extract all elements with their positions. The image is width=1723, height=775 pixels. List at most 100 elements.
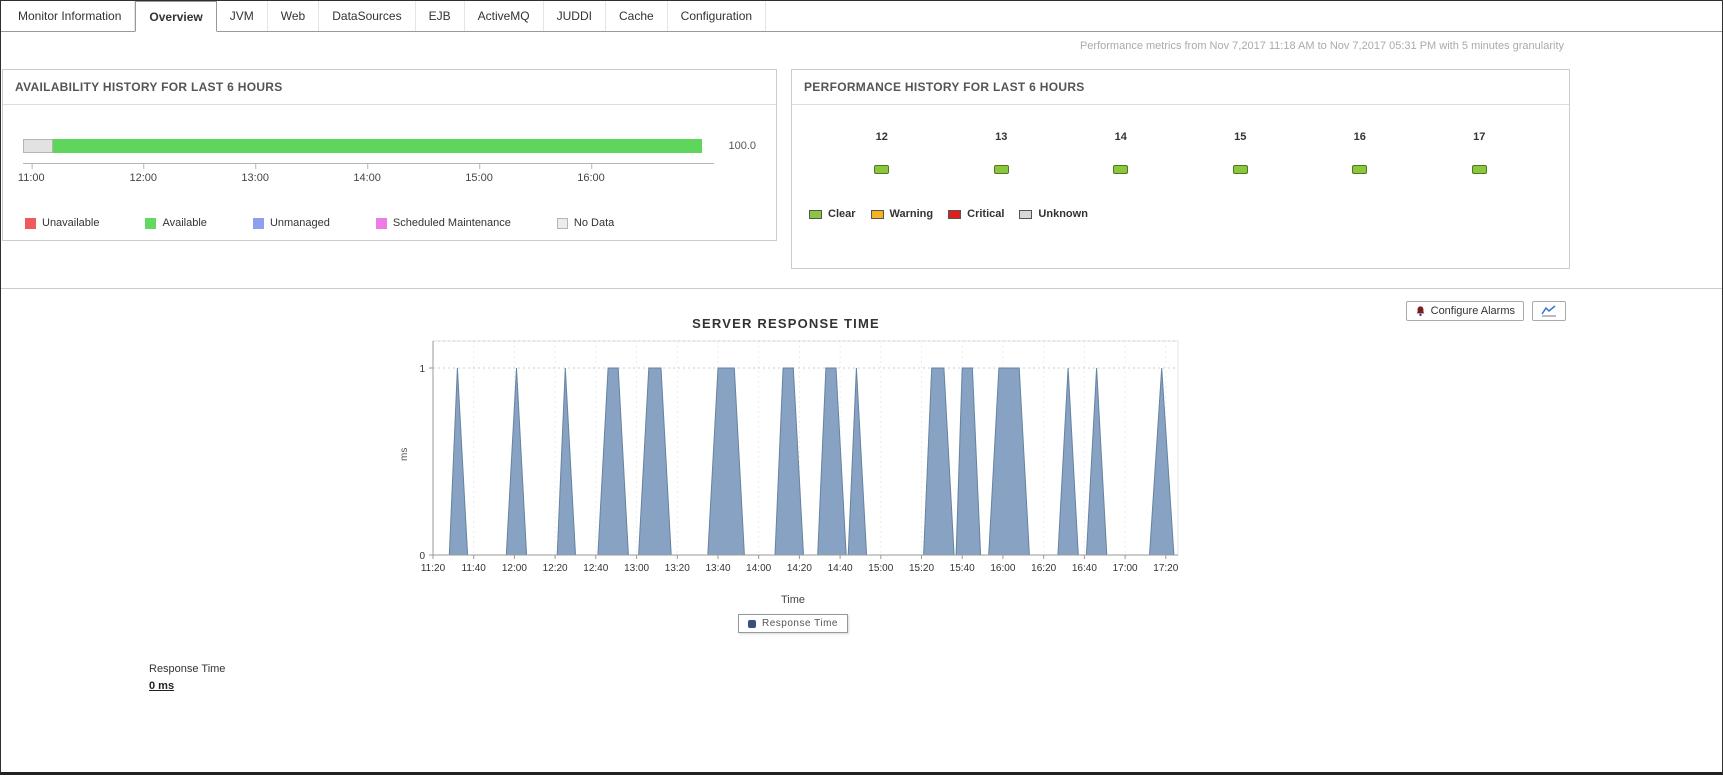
hour-status-box-15[interactable] — [1232, 165, 1248, 174]
availability-legend-label: Unmanaged — [269, 217, 330, 229]
hour-column-13: 13 — [942, 131, 1062, 174]
svg-text:14:40: 14:40 — [828, 563, 853, 574]
availability-legend: Unavailable Available Unmanaged Scheduled M… — [25, 217, 756, 229]
hour-column-17: 17 — [1420, 131, 1540, 174]
availability-legend-label: Unavailable — [42, 217, 100, 229]
svg-text:0: 0 — [419, 551, 425, 562]
svg-text:13:00: 13:00 — [624, 563, 649, 574]
svg-text:17:00: 17:00 — [1113, 563, 1138, 574]
series-marker-icon — [748, 619, 756, 628]
availability-legend-item-scheduled-maintenance: Scheduled Maintenance — [375, 217, 511, 229]
tab-bar: Monitor Information Overview JVM Web DataSou… — [1, 1, 1722, 32]
chart-legend-label: Response Time — [762, 618, 838, 629]
performance-legend-label: Warning — [889, 208, 934, 220]
tab-ejb[interactable]: EJB — [415, 1, 465, 31]
unknown-swatch-icon — [1019, 209, 1033, 219]
critical-swatch-icon — [948, 209, 962, 219]
summary-label: Response Time — [149, 663, 226, 675]
hour-status-box-14[interactable] — [1113, 165, 1129, 174]
scheduled-maintenance-swatch-icon — [375, 217, 387, 229]
unmanaged-swatch-icon — [252, 217, 264, 229]
response-time-chart: 11:20 11:40 12:00 12:20 12:40 13:00 13:20 13:40… — [399, 340, 1179, 574]
availability-axis-tick: 13:00 — [241, 164, 269, 184]
availability-legend-item-available: Available — [145, 217, 207, 229]
hour-column-12: 12 — [822, 131, 942, 174]
hour-label: 15 — [1234, 131, 1247, 143]
svg-text:ms: ms — [399, 448, 410, 461]
availability-bar-row: 100.0 — [23, 139, 756, 153]
availability-axis-tick: 11:00 — [18, 164, 45, 184]
configure-alarms-label: Configure Alarms — [1430, 305, 1515, 317]
svg-text:17:20: 17:20 — [1153, 563, 1178, 574]
svg-text:11:40: 11:40 — [462, 563, 487, 574]
availability-time-axis: 11:00 12:00 13:00 14:00 15:00 16:00 — [18, 163, 714, 191]
performance-legend-item-critical: Critical — [948, 208, 1004, 220]
svg-text:14:20: 14:20 — [787, 563, 812, 574]
availability-value: 100.0 — [728, 140, 756, 152]
chart-legend: Response Time — [738, 614, 848, 633]
svg-text:12:20: 12:20 — [543, 563, 568, 574]
performance-hours-row: 12 13 14 15 16 17 — [822, 131, 1539, 174]
unavailable-swatch-icon — [25, 217, 36, 229]
tab-cache[interactable]: Cache — [605, 1, 668, 31]
hour-column-16: 16 — [1300, 131, 1420, 174]
chart-options-button[interactable] — [1532, 301, 1566, 321]
svg-text:14:00: 14:00 — [746, 563, 771, 574]
availability-bar — [23, 139, 703, 153]
clear-swatch-icon — [809, 209, 822, 219]
tab-jvm[interactable]: JVM — [216, 1, 268, 31]
hour-label: 17 — [1473, 131, 1486, 143]
available-swatch-icon — [145, 217, 157, 229]
tab-overview[interactable]: Overview — [135, 1, 217, 32]
no-data-swatch-icon — [556, 217, 568, 229]
availability-legend-item-no-data: No Data — [556, 217, 615, 229]
availability-axis-tick: 16:00 — [577, 164, 605, 184]
svg-text:11:20: 11:20 — [421, 563, 446, 574]
svg-text:16:00: 16:00 — [990, 563, 1015, 574]
availability-panel: AVAILABILITY HISTORY FOR LAST 6 HOURS 10… — [2, 69, 777, 241]
chart-area: 11:20 11:40 12:00 12:20 12:40 13:00 13:20 13:40… — [393, 333, 1193, 583]
chart-x-axis-label: Time — [780, 594, 806, 606]
availability-legend-item-unavailable: Unavailable — [25, 217, 99, 229]
hour-status-box-13[interactable] — [993, 165, 1009, 174]
tab-activemq[interactable]: ActiveMQ — [464, 1, 544, 31]
availability-axis-tick: 12:00 — [129, 164, 157, 184]
hour-status-box-16[interactable] — [1352, 165, 1368, 174]
hour-label: 14 — [1114, 131, 1127, 143]
hour-column-15: 15 — [1181, 131, 1301, 174]
svg-text:16:40: 16:40 — [1072, 563, 1097, 574]
hour-label: 16 — [1353, 131, 1366, 143]
performance-legend-label: Clear — [828, 208, 856, 220]
chart-legend-row: Response Time — [393, 614, 1193, 633]
warning-swatch-icon — [870, 209, 884, 219]
svg-text:15:20: 15:20 — [909, 563, 934, 574]
configure-alarms-button[interactable]: Configure Alarms — [1405, 301, 1524, 321]
availability-axis-tick: 14:00 — [353, 164, 381, 184]
hour-status-box-17[interactable] — [1471, 165, 1487, 174]
tab-monitor-information[interactable]: Monitor Information — [5, 1, 136, 31]
availability-legend-label: No Data — [573, 217, 615, 229]
svg-text:16:20: 16:20 — [1031, 563, 1056, 574]
tab-datasources[interactable]: DataSources — [319, 1, 416, 31]
chart-title: SERVER RESPONSE TIME — [692, 316, 880, 331]
tab-web[interactable]: Web — [267, 1, 320, 31]
chart-actions: Configure Alarms — [1405, 301, 1566, 321]
performance-legend-item-warning: Warning — [870, 208, 934, 220]
svg-text:13:40: 13:40 — [705, 563, 730, 574]
svg-text:12:40: 12:40 — [583, 563, 608, 574]
availability-panel-title: AVAILABILITY HISTORY FOR LAST 6 HOURS — [3, 70, 776, 105]
hour-status-box-12[interactable] — [874, 165, 890, 174]
svg-text:12:00: 12:00 — [502, 563, 527, 574]
metrics-period-note: Performance metrics from Nov 7,2017 11:1… — [1079, 40, 1564, 52]
svg-text:13:20: 13:20 — [665, 563, 690, 574]
availability-legend-label: Available — [162, 217, 207, 229]
alarm-bell-icon — [1416, 306, 1424, 317]
tab-configuration[interactable]: Configuration — [667, 1, 767, 31]
performance-legend-label: Unknown — [1038, 208, 1088, 220]
response-time-value-link[interactable]: 0 ms — [149, 680, 175, 692]
performance-legend-label: Critical — [967, 208, 1005, 220]
availability-segment-available — [52, 139, 703, 153]
performance-legend-item-clear: Clear — [809, 208, 856, 220]
tab-juddi[interactable]: JUDDI — [543, 1, 606, 31]
